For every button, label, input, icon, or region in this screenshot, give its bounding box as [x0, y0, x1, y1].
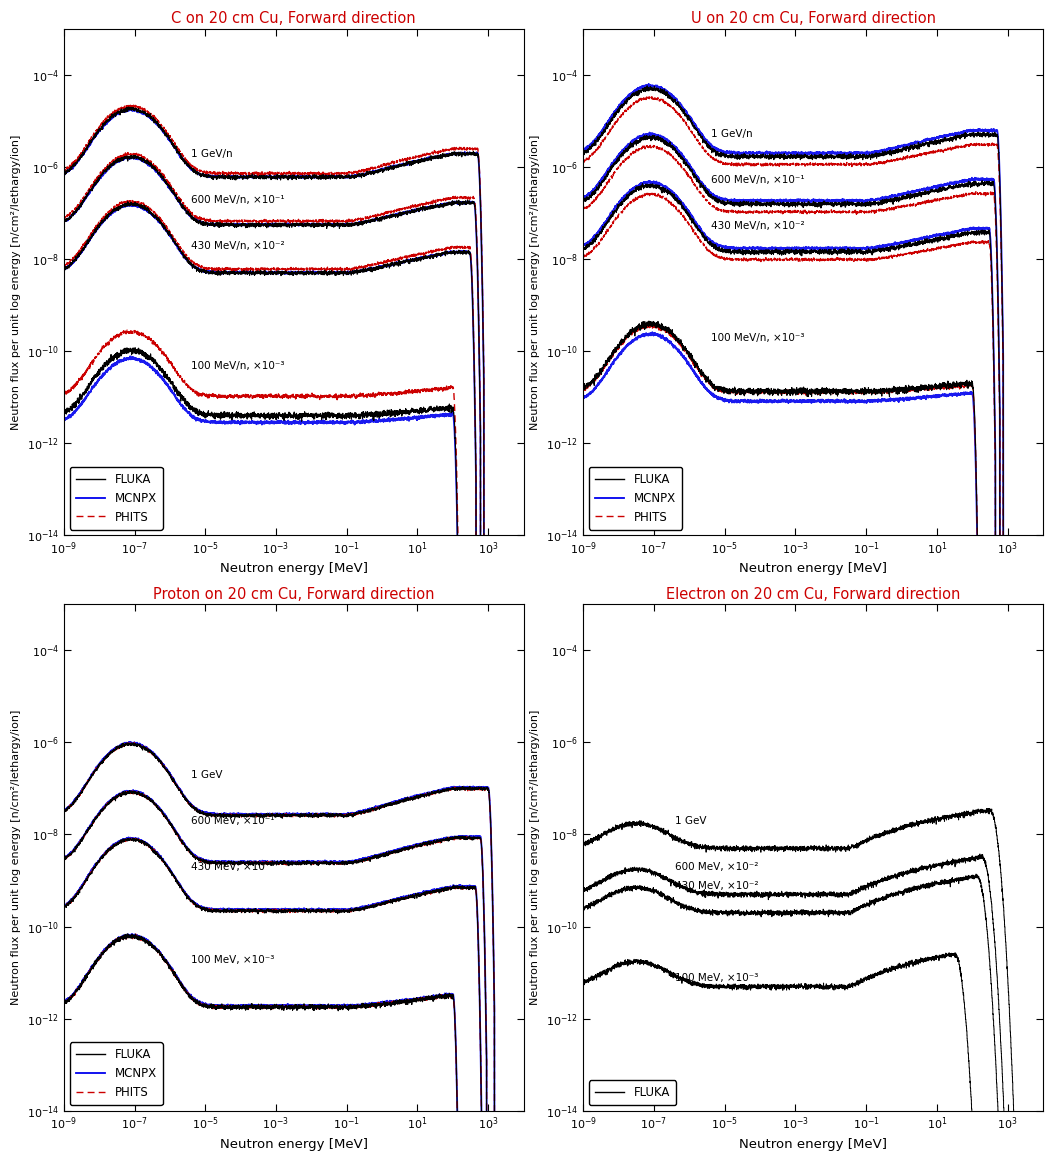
Legend: FLUKA, MCNPX, PHITS: FLUKA, MCNPX, PHITS	[589, 467, 682, 530]
Text: 600 MeV/n, ×10⁻¹: 600 MeV/n, ×10⁻¹	[710, 175, 804, 185]
X-axis label: Neutron energy [MeV]: Neutron energy [MeV]	[219, 1138, 368, 1150]
Text: 1 GeV/n: 1 GeV/n	[191, 149, 233, 159]
X-axis label: Neutron energy [MeV]: Neutron energy [MeV]	[739, 562, 887, 575]
X-axis label: Neutron energy [MeV]: Neutron energy [MeV]	[219, 562, 368, 575]
Text: 600 MeV/n, ×10⁻¹: 600 MeV/n, ×10⁻¹	[191, 195, 285, 205]
Text: 1 GeV/n: 1 GeV/n	[710, 129, 753, 139]
Text: 1 GeV: 1 GeV	[191, 770, 222, 780]
Legend: FLUKA: FLUKA	[589, 1081, 677, 1105]
Y-axis label: Neutron flux per unit log energy [n/cm²/lethargy/ion]: Neutron flux per unit log energy [n/cm²/…	[530, 710, 541, 1005]
Legend: FLUKA, MCNPX, PHITS: FLUKA, MCNPX, PHITS	[70, 467, 162, 530]
Legend: FLUKA, MCNPX, PHITS: FLUKA, MCNPX, PHITS	[70, 1042, 162, 1105]
Text: 1 GeV: 1 GeV	[676, 817, 706, 826]
Text: 100 MeV/n, ×10⁻³: 100 MeV/n, ×10⁻³	[710, 333, 804, 343]
X-axis label: Neutron energy [MeV]: Neutron energy [MeV]	[739, 1138, 887, 1150]
Text: 100 MeV, ×10⁻³: 100 MeV, ×10⁻³	[676, 973, 759, 983]
Title: C on 20 cm Cu, Forward direction: C on 20 cm Cu, Forward direction	[172, 12, 416, 26]
Text: 430 MeV/n, ×10⁻²: 430 MeV/n, ×10⁻²	[710, 221, 804, 231]
Text: 430 MeV, ×10⁻²: 430 MeV, ×10⁻²	[676, 881, 759, 891]
Y-axis label: Neutron flux per unit log energy [n/cm²/lethargy/ion]: Neutron flux per unit log energy [n/cm²/…	[12, 135, 21, 430]
Title: Electron on 20 cm Cu, Forward direction: Electron on 20 cm Cu, Forward direction	[666, 587, 960, 602]
Text: 430 MeV, ×10⁻²: 430 MeV, ×10⁻²	[191, 862, 275, 873]
Text: 600 MeV, ×10⁻²: 600 MeV, ×10⁻²	[676, 862, 759, 873]
Title: U on 20 cm Cu, Forward direction: U on 20 cm Cu, Forward direction	[690, 12, 936, 26]
Text: 100 MeV, ×10⁻³: 100 MeV, ×10⁻³	[191, 954, 275, 964]
Title: Proton on 20 cm Cu, Forward direction: Proton on 20 cm Cu, Forward direction	[153, 587, 434, 602]
Text: 600 MeV, ×10⁻¹: 600 MeV, ×10⁻¹	[191, 817, 275, 826]
Text: 100 MeV/n, ×10⁻³: 100 MeV/n, ×10⁻³	[191, 360, 285, 371]
Y-axis label: Neutron flux per unit log energy [n/cm²/lethargy/ion]: Neutron flux per unit log energy [n/cm²/…	[530, 135, 541, 430]
Y-axis label: Neutron flux per unit log energy [n/cm²/lethargy/ion]: Neutron flux per unit log energy [n/cm²/…	[12, 710, 21, 1005]
Text: 430 MeV/n, ×10⁻²: 430 MeV/n, ×10⁻²	[191, 241, 285, 251]
